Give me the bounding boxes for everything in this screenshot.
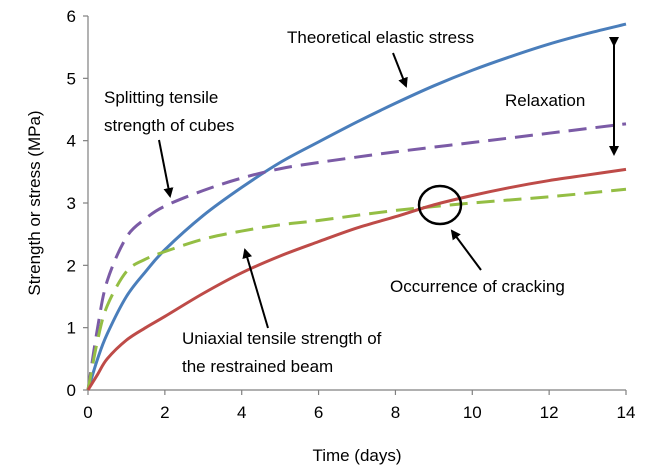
annotation-splitting-line2: strength of cubes [104, 116, 234, 135]
x-tick-label: 2 [160, 403, 169, 422]
x-tick-label: 12 [540, 403, 559, 422]
y-tick-label: 6 [67, 7, 76, 26]
annotation-uniaxial-line2: the restrained beam [182, 357, 333, 376]
y-tick-label: 1 [67, 319, 76, 338]
cracking-circle [417, 184, 463, 226]
x-tick-label: 10 [463, 403, 482, 422]
series-line-restrained-beam-stress [86, 167, 627, 391]
arrow-theoretical [392, 52, 408, 88]
arrow-cracking [450, 229, 482, 271]
x-tick-label: 4 [237, 403, 246, 422]
x-tick-label: 6 [314, 403, 323, 422]
series-line-uniaxial-tensile-strength-of-restrained-beam [86, 187, 627, 391]
annotation-splitting-line1: Splitting tensile [104, 88, 218, 107]
y-tick-label: 5 [67, 69, 76, 88]
y-tick-label: 4 [67, 132, 76, 151]
arrow-uniaxial [242, 248, 269, 329]
annotation-theoretical-elastic-stress: Theoretical elastic stress [287, 28, 474, 47]
y-tick-label: 2 [67, 256, 76, 275]
x-tick-label: 14 [617, 403, 636, 422]
y-axis-title: Strength or stress (MPa) [25, 110, 44, 295]
annotation-relaxation: Relaxation [505, 91, 585, 110]
y-tick-label: 3 [67, 194, 76, 213]
x-tick-label: 8 [391, 403, 400, 422]
annotation-uniaxial-line1: Uniaxial tensile strength of [182, 329, 382, 348]
series-layer [86, 22, 627, 391]
series-line-theoretical-elastic-stress [86, 22, 627, 391]
arrow-splitting [158, 139, 174, 198]
x-tick-label: 0 [83, 403, 92, 422]
y-tick-label: 0 [67, 381, 76, 400]
annotation-occurrence-of-cracking: Occurrence of cracking [390, 277, 565, 296]
x-axis-title: Time (days) [312, 446, 401, 465]
series-line-splitting-tensile-strength-of-cubes [86, 122, 627, 391]
